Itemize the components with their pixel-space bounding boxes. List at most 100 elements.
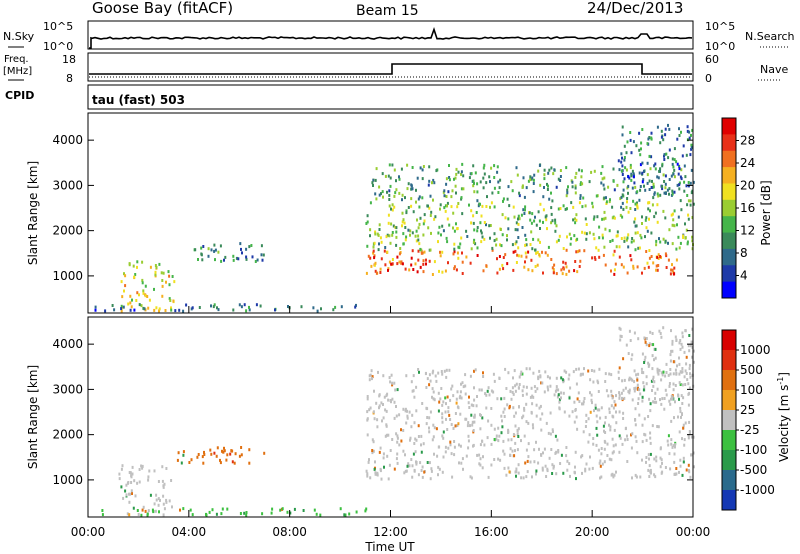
vel-cells-cell	[552, 466, 555, 470]
vel-cells-cell	[678, 470, 680, 474]
vel-cells-cell	[472, 429, 475, 432]
vel-cells-cell	[533, 448, 536, 452]
power-cells-cell	[638, 171, 641, 175]
colorbar-swatch	[722, 281, 736, 299]
power-cells-cell	[94, 305, 97, 309]
vel-cells-cell	[400, 428, 402, 432]
power-cells-cell	[613, 188, 616, 192]
vel-cells-cell	[441, 403, 444, 407]
power-cells-cell	[376, 232, 379, 236]
nave-label: Nave	[760, 63, 788, 76]
vel-cells-cell	[529, 395, 532, 399]
vel-cells-cell	[582, 402, 585, 406]
power-cells-cell	[659, 193, 662, 197]
power-cells-cell	[568, 232, 571, 236]
vel-cells-cell	[437, 473, 439, 477]
vel-cells-cell	[476, 453, 479, 457]
vel-cells-cell	[515, 382, 518, 386]
vel-cells-cell	[155, 498, 158, 502]
power-cells-cell	[620, 195, 623, 199]
vel-cells-cell	[418, 370, 420, 374]
power-cells-cell	[578, 201, 581, 205]
vel-cells-cell	[589, 455, 591, 459]
vel-cells-cell	[657, 372, 660, 376]
vel-cells-cell	[675, 372, 678, 376]
power-cells-cell	[672, 165, 675, 169]
power-cells-cell	[574, 260, 577, 263]
vel-cells-cell	[611, 396, 614, 400]
vel-cells-cell	[603, 460, 606, 464]
vel-cells-cell	[604, 415, 607, 419]
power-cells-cell	[201, 258, 204, 262]
vel-cells-cell	[396, 436, 399, 440]
vel-cells-cell	[406, 414, 409, 418]
vel-cells-cell	[165, 500, 168, 504]
vel-cells-cell	[633, 369, 636, 373]
power-cells-cell	[690, 133, 692, 137]
power-cells-cell	[538, 164, 541, 167]
power-cells-cell	[522, 208, 525, 212]
power-cells-cell	[365, 271, 368, 275]
vel-cells-cell	[644, 355, 647, 359]
vel-cells-cell	[368, 378, 371, 382]
vel-cells-cell	[592, 437, 595, 440]
vel-cells-cell	[624, 438, 627, 442]
vel-cells-cell	[383, 395, 386, 399]
power-cells-cell	[506, 238, 508, 242]
vel-cells-cell	[619, 436, 622, 440]
power-cells-cell	[452, 211, 455, 215]
vel-cells-cell	[546, 375, 549, 379]
vel-cells-cell	[530, 386, 533, 390]
vel-cells-cell	[679, 339, 682, 342]
power-cells-cell	[521, 226, 524, 229]
power-cells-cell	[684, 236, 687, 240]
power-cells-cell	[142, 289, 145, 293]
power-cells-cell	[641, 128, 644, 131]
vel-cells-cell	[233, 461, 236, 465]
power-cells-cell	[488, 175, 491, 179]
x-tick-label: 00:00	[71, 525, 106, 539]
vel-cells-cell	[541, 466, 544, 470]
vel-cells-cell	[408, 464, 411, 468]
power-cells-cell	[520, 213, 523, 217]
power-cells-cell	[551, 266, 554, 270]
power-cells-cell	[408, 268, 411, 272]
vel-cells-cell	[551, 472, 554, 475]
vel-cells-cell	[549, 376, 551, 380]
power-cells-cell	[460, 196, 463, 200]
vel-cells-cell	[678, 381, 681, 385]
vel-cells-cell	[636, 383, 639, 387]
power-cells-cell	[453, 247, 456, 251]
vel-cells-cell	[442, 430, 445, 434]
nsky-panel	[87, 20, 694, 50]
power-cells-cell	[512, 250, 515, 254]
power-cells-cell	[220, 259, 223, 263]
power-cells-cell	[378, 242, 380, 246]
vel-cells-cell	[487, 386, 490, 390]
vel-cells-cell	[531, 402, 534, 406]
power-cells-cell	[132, 264, 135, 268]
power-cells-cell	[632, 172, 635, 176]
power-cells-cell	[650, 186, 653, 189]
vel-cells-cell	[415, 385, 418, 389]
power-cells-cell	[626, 197, 629, 200]
vel-cells-cell	[636, 451, 639, 455]
power-cells-cell	[565, 272, 568, 276]
power-cells-cell	[260, 244, 263, 248]
power-cells-cell	[553, 263, 556, 267]
vel-cells-cell	[665, 393, 668, 397]
velocity-colorbar-label: Velocity [m s-1]	[776, 372, 791, 462]
power-cells-cell	[508, 204, 511, 208]
vel-cells-cell	[691, 373, 694, 377]
vel-cells-cell	[374, 460, 376, 464]
power-cells-cell	[453, 250, 456, 254]
power-cells-cell	[663, 154, 665, 158]
vel-cells-cell	[611, 437, 614, 441]
power-cells-cell	[525, 186, 528, 190]
power-cells-cell	[493, 232, 496, 236]
power-cells-cell	[410, 197, 413, 201]
power-cells-cell	[655, 239, 658, 243]
power-cells-cell	[548, 197, 551, 201]
power-cells-cell	[448, 176, 451, 179]
power-cells-cell	[621, 125, 624, 129]
